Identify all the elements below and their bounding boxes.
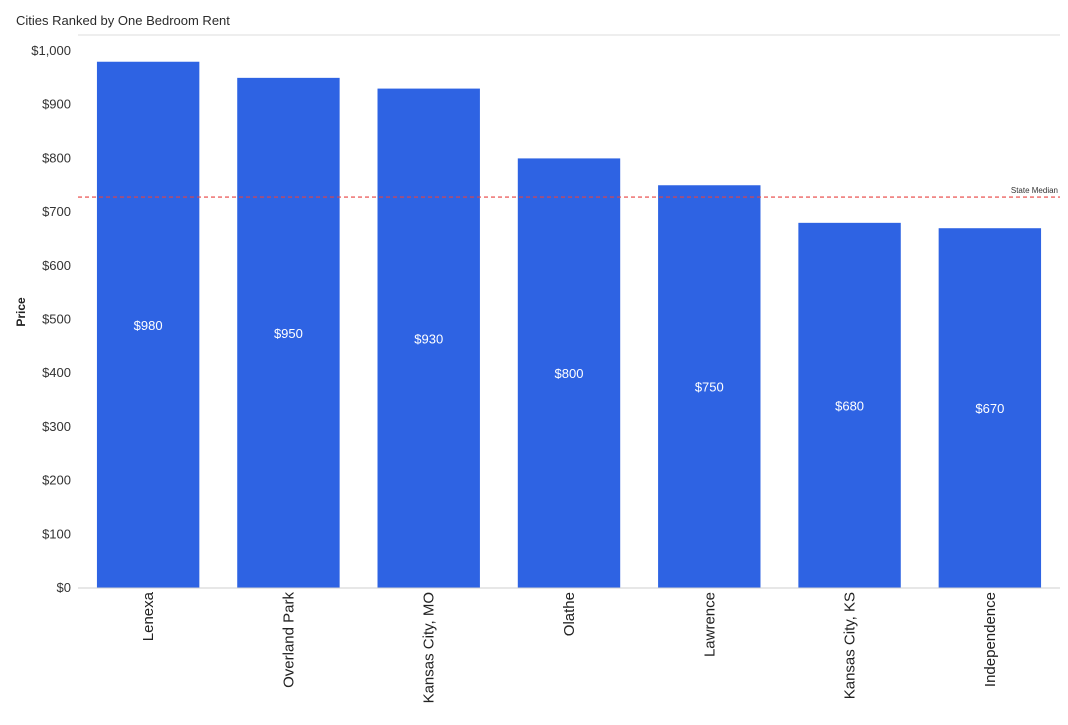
state-median-line: State Median [78, 186, 1060, 198]
bar-value-labels: $980 $950 $930 $800 $750 $680 $670 [134, 318, 1005, 416]
bar-value-label: $950 [274, 326, 303, 341]
y-axis-label: Price [14, 297, 28, 327]
x-tick-label: Independence [982, 592, 999, 687]
y-tick-label: $200 [42, 473, 71, 488]
bar [237, 77, 340, 588]
y-tick-label: $800 [42, 150, 71, 165]
y-tick-label: $400 [42, 365, 71, 380]
bar [517, 158, 621, 588]
y-tick-label: $0 [57, 580, 71, 595]
x-tick-label: Kansas City, KS [842, 592, 859, 699]
bar-value-label: $930 [414, 331, 443, 346]
bar [938, 228, 1042, 588]
bar [377, 88, 480, 588]
x-tick-label: Olathe [561, 592, 578, 636]
chart-title: Cities Ranked by One Bedroom Rent [16, 13, 230, 28]
bar [798, 222, 901, 588]
x-axis-ticks: Lenexa Overland Park Kansas City, MO Olathe… [140, 591, 999, 703]
y-tick-label: $300 [42, 419, 71, 434]
bar-value-label: $980 [134, 318, 163, 333]
y-tick-label: $700 [42, 204, 71, 219]
y-axis-ticks: $0 $100 $200 $300 $400 $500 $600 $700 $800 $900 $1… [31, 43, 71, 595]
bars [96, 61, 1042, 589]
y-tick-label: $600 [42, 258, 71, 273]
bar-value-label: $750 [695, 380, 724, 395]
reference-line-label: State Median [1011, 186, 1058, 195]
bar [96, 61, 200, 589]
y-tick-label: $100 [42, 526, 71, 541]
bar-value-label: $680 [835, 398, 864, 413]
bar-value-label: $800 [555, 366, 584, 381]
y-tick-label: $500 [42, 312, 71, 327]
x-tick-label: Lawrence [701, 592, 718, 657]
x-tick-label: Kansas City, MO [421, 592, 438, 703]
y-tick-label: $900 [42, 97, 71, 112]
bar [658, 185, 761, 588]
bar-value-label: $670 [975, 401, 1004, 416]
x-tick-label: Lenexa [140, 591, 157, 641]
x-tick-label: Overland Park [280, 592, 297, 688]
y-tick-label: $1,000 [31, 43, 71, 58]
